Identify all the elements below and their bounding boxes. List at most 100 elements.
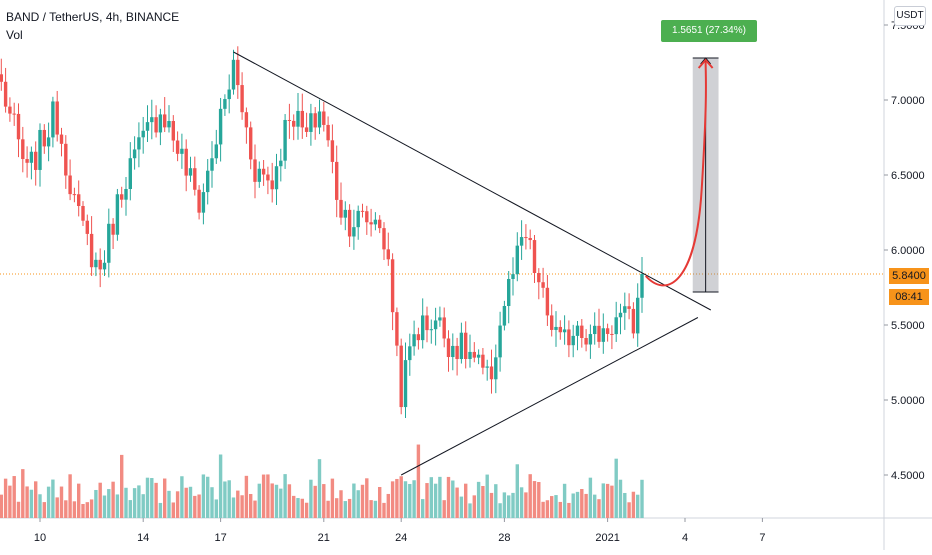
volume-bar xyxy=(597,499,601,518)
volume-indicator-label: Vol xyxy=(6,28,23,42)
volume-bar xyxy=(188,486,193,518)
candle-body xyxy=(507,278,511,306)
volume-bar xyxy=(210,487,214,518)
volume-bar xyxy=(98,482,102,518)
candle-body xyxy=(287,119,292,121)
candle-body xyxy=(244,112,249,128)
candle-body xyxy=(42,129,46,147)
candle-body xyxy=(8,106,12,114)
candle-body xyxy=(214,144,218,159)
projection-path[interactable] xyxy=(644,61,707,287)
candle-body xyxy=(528,237,532,241)
candle-body xyxy=(429,329,433,331)
volume-bar xyxy=(442,500,446,518)
candle-body xyxy=(515,245,519,275)
volume-bar xyxy=(287,484,292,518)
volume-bar xyxy=(631,491,636,518)
volume-bar xyxy=(330,478,335,518)
volume-bar xyxy=(244,475,249,518)
volume-bar xyxy=(433,483,438,518)
candle-body xyxy=(631,308,636,334)
volume-bar xyxy=(145,477,150,518)
volume-bar xyxy=(558,501,562,518)
volume-bar xyxy=(137,485,141,518)
time-tick-label: 10 xyxy=(34,532,46,544)
volume-bar xyxy=(528,474,532,518)
candle-body xyxy=(59,134,64,144)
candle-body xyxy=(451,345,455,358)
volume-bar xyxy=(425,483,429,518)
candle-body xyxy=(102,262,107,270)
volume-bar xyxy=(158,502,163,518)
candle-body xyxy=(274,166,279,190)
volume-bar xyxy=(132,488,137,518)
volume-bar xyxy=(175,491,180,518)
time-tick-label: 7 xyxy=(759,532,765,544)
candle-body xyxy=(455,345,459,360)
candle-body xyxy=(618,312,623,318)
volume-bar xyxy=(223,481,227,518)
candle-body xyxy=(240,85,244,113)
time-tick-label: 14 xyxy=(137,532,149,544)
candle-body xyxy=(188,168,193,176)
candle-body xyxy=(21,139,25,160)
volume-bar xyxy=(111,481,115,518)
volume-bar xyxy=(408,483,412,518)
candle-body xyxy=(51,101,55,138)
candle-body xyxy=(158,114,163,133)
volume-bar xyxy=(59,486,64,518)
candle-body xyxy=(601,328,605,342)
candle-body xyxy=(257,168,261,182)
volume-bar xyxy=(472,495,476,518)
volume-bar xyxy=(640,479,644,518)
volume-bar xyxy=(485,474,489,518)
candle-body xyxy=(640,274,644,298)
volume-bar xyxy=(171,502,175,518)
candle-body xyxy=(567,329,571,346)
volume-bar xyxy=(201,474,206,518)
volume-bar xyxy=(81,503,85,518)
candle-body xyxy=(218,108,223,145)
candle-body xyxy=(627,306,631,309)
candle-body xyxy=(532,240,537,274)
time-tick-label: 24 xyxy=(395,532,407,544)
candle-body xyxy=(541,282,545,288)
volume-bar xyxy=(266,474,270,518)
candle-body xyxy=(193,168,197,190)
candle-body xyxy=(85,220,89,234)
volume-bar xyxy=(378,487,382,518)
candle-body xyxy=(16,113,21,140)
volume-bar xyxy=(313,485,317,518)
volume-bar xyxy=(274,484,279,518)
volume-bar xyxy=(390,481,395,518)
volume-bar xyxy=(446,476,451,518)
candle-body xyxy=(141,130,145,138)
candle-body xyxy=(343,209,347,218)
candle-body xyxy=(442,317,446,339)
quote-currency-button[interactable]: USDT xyxy=(894,6,926,26)
volume-bar xyxy=(339,490,343,518)
candle-body xyxy=(249,127,253,160)
volume-bar xyxy=(605,483,610,518)
candle-body xyxy=(489,366,494,380)
volume-bar xyxy=(115,494,120,518)
candle-body xyxy=(378,219,382,229)
volume-bar xyxy=(627,502,631,518)
candle-body xyxy=(94,259,98,268)
volume-bar xyxy=(317,459,322,518)
candle-body xyxy=(25,159,29,163)
volume-bar xyxy=(618,479,623,518)
lower-trendline[interactable] xyxy=(400,317,699,476)
volume-bar xyxy=(12,476,16,518)
candle-body xyxy=(416,334,421,341)
candle-body xyxy=(154,117,158,133)
candle-body xyxy=(150,117,154,123)
volume-bar xyxy=(481,486,485,518)
volume-bar xyxy=(51,479,55,518)
candle-body xyxy=(55,101,59,135)
candle-body xyxy=(356,210,360,228)
upper-trendline[interactable] xyxy=(233,51,712,311)
candle-body xyxy=(468,351,472,360)
